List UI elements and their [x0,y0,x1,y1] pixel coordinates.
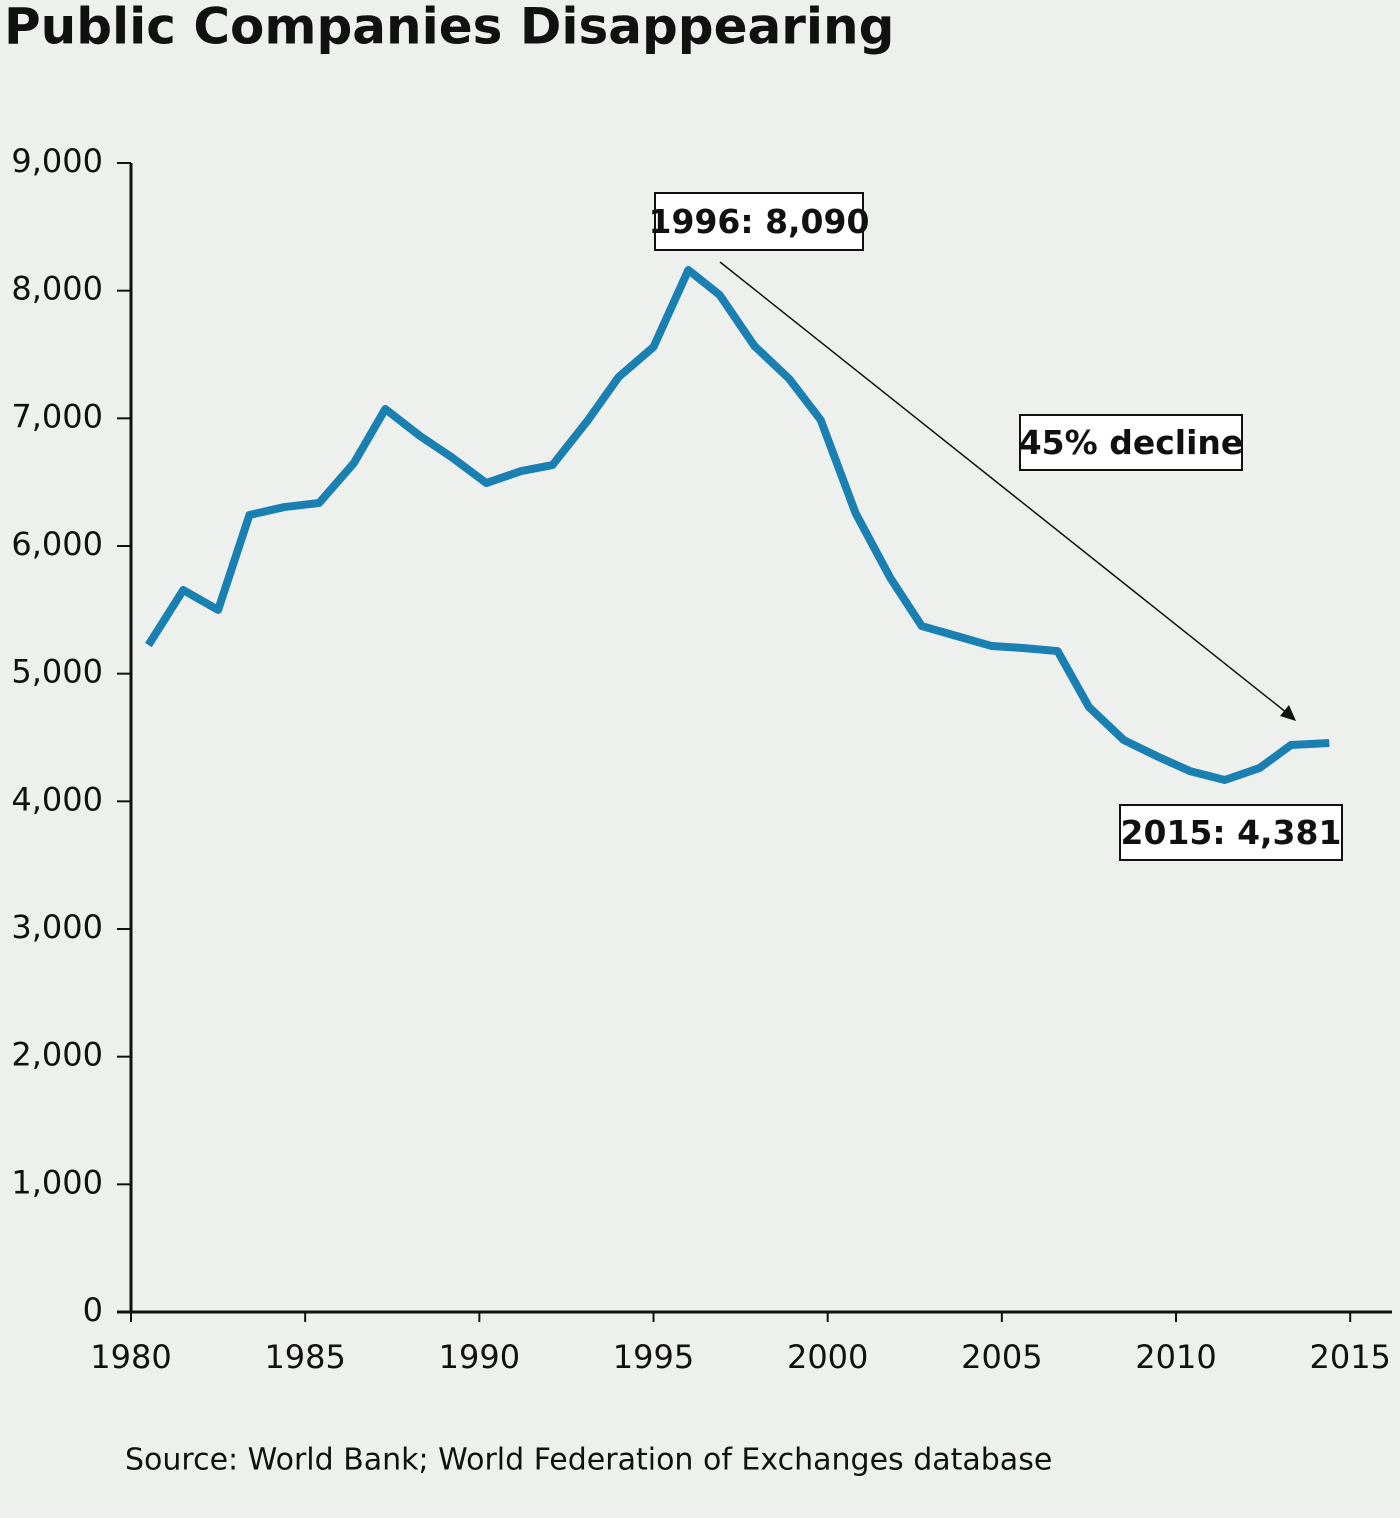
y-tick-label: 2,000 [11,1036,103,1074]
annotation: 45% decline [1019,423,1244,462]
arrow-head [1280,705,1296,721]
y-tick-label: 6,000 [11,525,103,563]
chart-title: Public Companies Disappearing [4,0,894,56]
arrow [719,261,1288,714]
annotation-box [654,192,864,251]
x-tick-label: 1980 [90,1338,171,1376]
x-tick-label: 2015 [1309,1338,1390,1376]
annotation: 1996: 8,090 [649,202,870,241]
y-tick-label: 1,000 [11,1163,103,1201]
source-note: Source: World Bank; World Federation of … [125,1443,1052,1478]
y-tick-label: 7,000 [11,397,103,435]
y-tick-label: 9,000 [11,142,103,180]
x-tick-label: 2010 [1135,1338,1216,1376]
x-tick-label: 1990 [439,1338,520,1376]
y-tick-label: 3,000 [11,908,103,946]
annotation: 2015: 4,381 [1121,813,1342,852]
x-tick-label: 1985 [264,1338,345,1376]
x-tick-label: 2000 [787,1338,868,1376]
y-tick-label: 5,000 [11,653,103,691]
x-tick-label: 2005 [961,1338,1042,1376]
annotation-box [1019,414,1243,471]
x-tick-label: 1995 [613,1338,694,1376]
y-tick-label: 4,000 [11,780,103,818]
y-tick-label: 0 [83,1291,103,1329]
y-tick-label: 8,000 [11,270,103,308]
annotation-box [1119,804,1343,861]
data-line [145,265,1330,785]
